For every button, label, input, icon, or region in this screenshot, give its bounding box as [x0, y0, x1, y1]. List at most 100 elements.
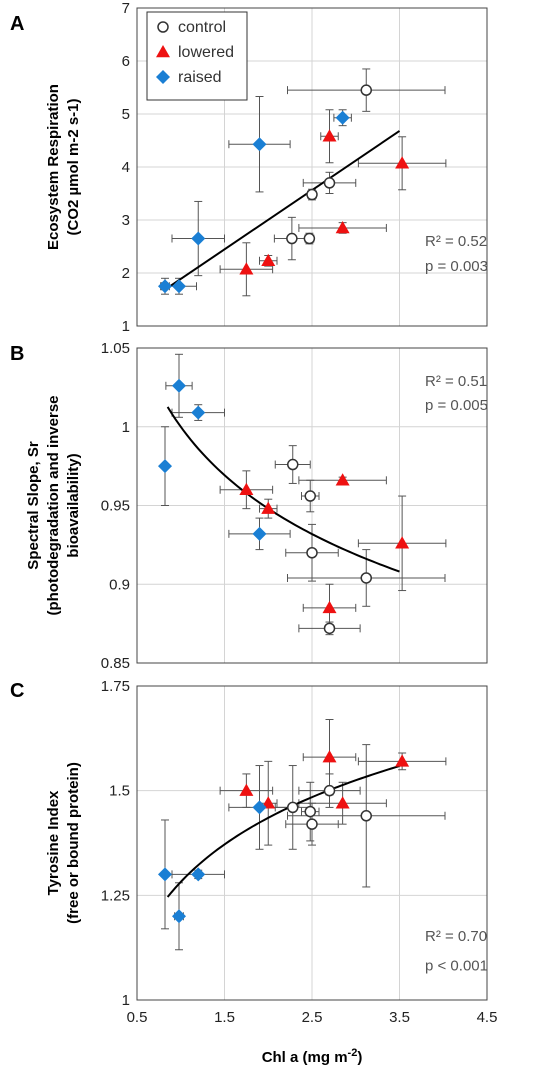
y-axis-label: (CO2 µmol m-2 s-1) — [65, 98, 82, 235]
point-control — [303, 232, 316, 245]
series-control — [274, 445, 446, 636]
point-raised — [191, 231, 206, 246]
legend-label: lowered — [178, 44, 234, 61]
plot-frame — [136, 7, 488, 327]
legend-marker-raised — [156, 70, 170, 84]
point-lowered — [239, 482, 254, 495]
y-axis-label: Tyrosine Index — [45, 790, 62, 895]
markers-raised — [158, 378, 267, 541]
legend: control lowered raised — [146, 11, 248, 101]
panel-letter: C — [10, 680, 24, 702]
fit-line — [166, 406, 400, 573]
point-control — [287, 458, 299, 471]
stat-text: p = 0.005 — [425, 397, 488, 414]
legend-marker-control — [157, 21, 169, 33]
y-axis-label: Spectral Slope, Sr — [25, 441, 42, 570]
markers-lowered — [239, 473, 410, 614]
point-lowered — [335, 796, 350, 809]
y-tick-label: 1.5 — [109, 783, 130, 800]
y-axis-label: (photodegradation and inverse — [45, 395, 62, 615]
markers-control — [286, 84, 372, 245]
x-axis-label-end: ) — [357, 1049, 362, 1066]
y-axis-label: Ecosystem Respiration — [45, 84, 62, 250]
plot-frame — [136, 347, 488, 664]
fit-line — [166, 765, 400, 898]
series-raised — [160, 96, 352, 295]
point-raised — [252, 800, 267, 815]
point-control — [323, 622, 336, 635]
point-lowered — [322, 750, 337, 763]
point-lowered — [395, 156, 410, 169]
y-tick-label: 3 — [122, 212, 130, 229]
markers-lowered — [239, 129, 410, 275]
markers-lowered — [239, 750, 410, 809]
point-control — [360, 810, 372, 822]
point-raised — [335, 110, 350, 125]
y-tick-label: 1 — [122, 419, 130, 436]
point-lowered — [395, 536, 410, 549]
x-tick-label: 0.5 — [127, 1009, 148, 1026]
point-lowered — [261, 796, 276, 809]
x-tick-label: 3.5 — [389, 1009, 410, 1026]
y-tick-label: 1 — [122, 992, 130, 1009]
y-tick-label: 1.75 — [101, 678, 130, 695]
y-tick-label: 5 — [122, 106, 130, 123]
x-axis-label-sup: -2 — [348, 1047, 358, 1059]
point-raised — [252, 526, 267, 541]
y-tick-label: 0.9 — [109, 576, 130, 593]
y-tick-label: 1.25 — [101, 887, 130, 904]
point-lowered — [261, 253, 276, 267]
x-axis-label-main: Chl a (mg m — [262, 1049, 348, 1066]
point-raised — [172, 909, 186, 924]
stat-text: R² = 0.70 — [425, 928, 487, 945]
panel-letter: A — [10, 13, 24, 35]
markers-control — [287, 784, 372, 830]
stat-text: p = 0.003 — [425, 258, 488, 275]
y-tick-label: 7 — [122, 0, 130, 17]
point-control — [360, 84, 372, 96]
y-tick-label: 4 — [122, 159, 130, 176]
y-tick-label: 0.85 — [101, 655, 130, 672]
point-lowered — [239, 783, 254, 796]
markers-raised — [158, 800, 267, 924]
legend-label: raised — [178, 69, 222, 86]
point-lowered — [322, 600, 337, 614]
point-lowered — [395, 754, 410, 767]
point-lowered — [335, 220, 350, 234]
point-lowered — [322, 129, 337, 142]
point-raised — [191, 867, 206, 882]
y-tick-label: 2 — [122, 265, 130, 282]
point-lowered — [239, 262, 254, 275]
stat-text: p < 0.001 — [425, 957, 488, 974]
point-control — [323, 177, 336, 189]
panel-B: B 0.85 0.9 0.95 1 1.05 Spectral Slope, Sr (phot… — [10, 340, 488, 672]
panel-C: C 1 1.25 1.5 1.75 0.5 1.5 2.5 3.5 4.5 Tyrosine Ind… — [10, 678, 497, 1026]
point-control — [323, 784, 336, 797]
point-control — [286, 232, 298, 245]
markers-control — [287, 458, 372, 635]
stat-text: R² = 0.51 — [425, 373, 487, 390]
point-raised — [191, 405, 206, 420]
point-raised — [172, 378, 186, 393]
markers-raised — [158, 110, 350, 294]
point-control — [306, 818, 318, 830]
y-tick-label: 6 — [122, 53, 130, 70]
point-control — [306, 188, 318, 201]
point-lowered — [261, 501, 276, 514]
series-raised — [161, 765, 291, 951]
legend-marker-lowered — [156, 45, 170, 58]
point-control — [304, 490, 316, 502]
legend-label: control — [178, 19, 226, 36]
panel-letter: B — [10, 343, 24, 365]
x-tick-label: 4.5 — [477, 1009, 498, 1026]
point-control — [304, 805, 316, 818]
point-raised — [252, 137, 267, 152]
y-tick-label: 1 — [122, 318, 130, 335]
x-axis-label: Chl a (mg m-2) — [262, 1047, 363, 1066]
y-axis-label: bioavailability) — [65, 453, 82, 557]
point-raised — [158, 459, 172, 474]
x-tick-label: 2.5 — [302, 1009, 323, 1026]
point-raised — [158, 279, 172, 294]
series-control — [273, 68, 446, 261]
